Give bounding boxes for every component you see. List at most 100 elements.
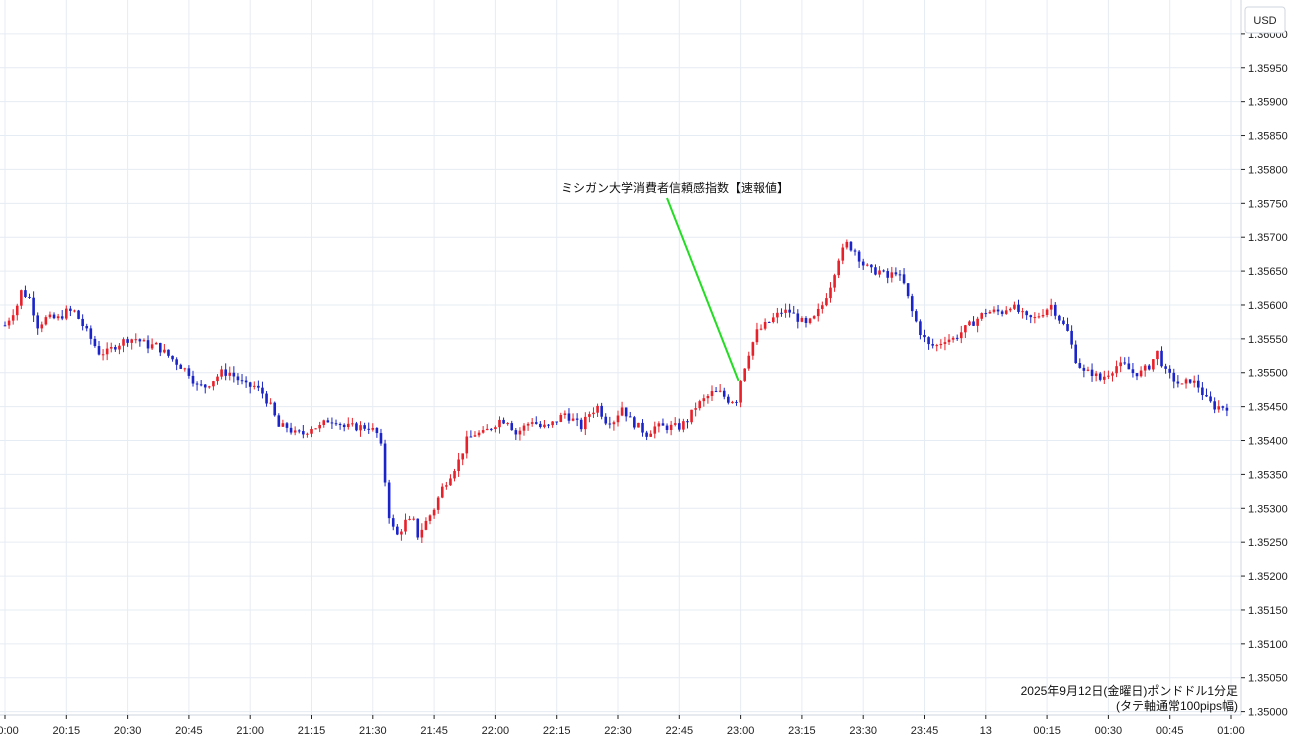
candle-body <box>293 430 297 433</box>
candle-body <box>105 348 109 355</box>
candle-body <box>584 416 587 430</box>
candle-body <box>306 433 309 435</box>
candle-body <box>142 340 146 342</box>
candle-body <box>302 431 305 435</box>
candle-body <box>473 435 477 437</box>
candle-body <box>673 423 677 425</box>
candle-body <box>702 398 706 402</box>
candle-body <box>972 321 975 326</box>
candle-body <box>608 423 612 425</box>
candle-body <box>73 310 76 312</box>
candle-body <box>894 272 898 275</box>
candle-body <box>633 417 636 428</box>
currency-label[interactable]: USD <box>1244 6 1286 34</box>
candle-body <box>252 385 256 387</box>
candle-body <box>158 342 162 353</box>
candle-body <box>383 443 387 483</box>
candle-body <box>109 347 113 349</box>
candle-body <box>919 321 922 336</box>
candle-body <box>1017 304 1020 312</box>
candle-body <box>1168 368 1171 373</box>
x-tick-label: 00:30 <box>1095 725 1123 737</box>
candle-body <box>968 321 971 326</box>
x-tick-label: 23:00 <box>727 725 755 737</box>
candle-body <box>1058 315 1061 321</box>
candle-body <box>551 421 554 426</box>
candle-body <box>571 418 575 421</box>
candle-body <box>612 422 616 425</box>
x-tick-label: 20:45 <box>175 725 203 737</box>
candles <box>3 239 1229 544</box>
y-tick-label: 1.35700 <box>1248 232 1288 244</box>
candle-body <box>604 416 608 424</box>
candle-body <box>910 296 914 312</box>
candle-body <box>767 321 771 323</box>
candle-body <box>1000 311 1004 314</box>
candle-body <box>1156 350 1159 360</box>
y-tick-label: 1.35350 <box>1248 469 1288 481</box>
candle-body <box>624 407 628 417</box>
candle-body <box>829 287 832 299</box>
y-tick-label: 1.35250 <box>1248 537 1288 549</box>
event-annotation: ミシガン大学消費者信頼感指数【速報値】 <box>561 180 789 382</box>
candle-body <box>24 290 27 297</box>
candle-body <box>69 308 72 311</box>
candle-body <box>285 423 289 428</box>
candle-body <box>1041 314 1045 317</box>
candle-body <box>1225 407 1229 411</box>
x-tick-label: 01:00 <box>1217 725 1245 737</box>
candle-body <box>1192 380 1196 383</box>
candle-body <box>1152 359 1155 370</box>
candle-body <box>436 497 440 510</box>
y-tick-label: 1.35600 <box>1248 300 1288 312</box>
candle-body <box>212 381 215 387</box>
candle-body <box>637 422 640 428</box>
candle-body <box>796 313 800 322</box>
candle-body <box>199 384 203 386</box>
candle-body <box>1103 376 1106 380</box>
x-tick-label: 00:15 <box>1033 725 1061 737</box>
candle-body <box>396 526 399 535</box>
candle-body <box>808 318 812 323</box>
candle-body <box>718 390 722 392</box>
candle-body <box>1021 311 1024 313</box>
candle-body <box>257 385 260 388</box>
candle-body <box>391 518 395 527</box>
currency-label-text: USD <box>1253 15 1276 27</box>
candle-body <box>690 409 693 423</box>
candle-body <box>56 316 60 319</box>
candle-body <box>85 326 89 329</box>
candle-body <box>804 317 808 323</box>
candle-body <box>248 382 252 387</box>
candle-body <box>669 424 673 430</box>
candle-body <box>277 415 281 427</box>
candle-body <box>167 349 170 356</box>
candle-body <box>1119 362 1122 367</box>
y-tick-label: 1.35200 <box>1248 571 1288 583</box>
candle-body <box>485 428 489 431</box>
candle-body <box>77 310 80 319</box>
candle-body <box>759 328 763 330</box>
candle-body <box>338 424 342 426</box>
candle-body <box>1009 308 1012 311</box>
candle-body <box>81 318 84 327</box>
x-tick-label: 21:15 <box>298 725 326 737</box>
candle-body <box>469 436 473 438</box>
candle-body <box>265 393 268 404</box>
candle-body <box>130 339 133 343</box>
candle-body <box>1062 320 1065 325</box>
candle-body <box>592 412 595 415</box>
candle-body <box>927 337 930 345</box>
x-tick-label: 21:00 <box>236 725 264 737</box>
candle-body <box>310 428 313 434</box>
candle-body <box>195 383 199 385</box>
candle-body <box>886 271 890 278</box>
x-tick-label: 13 <box>980 725 992 737</box>
candle-body <box>1160 350 1163 367</box>
candle-body <box>882 270 885 272</box>
y-tick-label: 1.35450 <box>1248 402 1288 414</box>
candle-body <box>1013 304 1016 309</box>
candle-body <box>244 380 248 383</box>
y-tick-label: 1.35050 <box>1248 673 1288 685</box>
candle-body <box>114 347 117 350</box>
